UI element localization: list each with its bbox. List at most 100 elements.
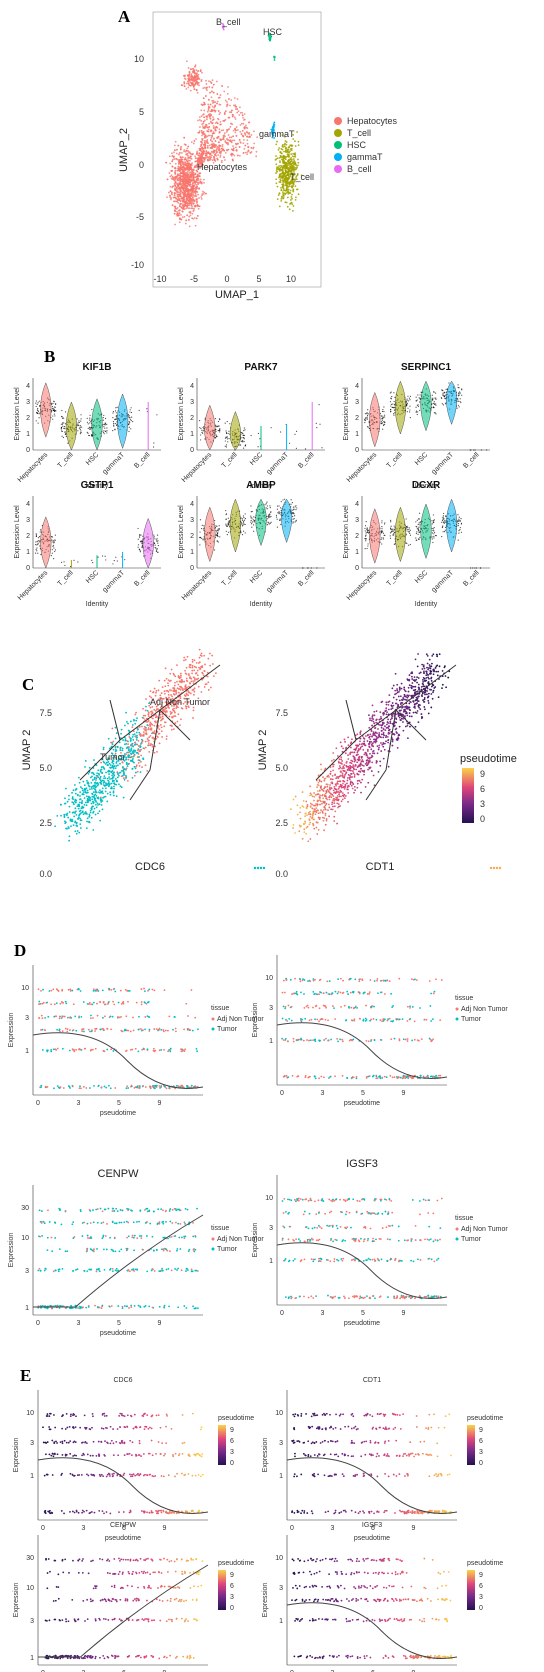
point-hepatocytes: [221, 85, 223, 87]
point-hepatocytes: [196, 91, 199, 94]
point-tcell: [287, 171, 289, 174]
violin-point: [381, 537, 383, 539]
point-hepatocytes: [197, 70, 200, 72]
violin-point: [200, 427, 202, 430]
point-hepatocytes: [181, 210, 184, 213]
point-hepatocytes: [183, 192, 186, 195]
point-hepatocytes: [173, 158, 176, 161]
violin-point: [89, 414, 91, 416]
trajectory-point: [134, 767, 137, 770]
violin-point: [52, 544, 55, 546]
point-hepatocytes: [226, 103, 229, 106]
violin-point: [214, 417, 217, 420]
violin-point: [51, 539, 53, 541]
violin-point: [406, 399, 408, 401]
point-tcell: [279, 154, 282, 157]
violin-point: [199, 544, 201, 546]
violin-point: [433, 520, 435, 522]
violin-point: [241, 534, 244, 536]
point-hepatocytes: [216, 145, 219, 148]
point-tcell: [282, 192, 285, 195]
point-hepatocytes: [219, 154, 222, 157]
violin-point: [383, 411, 385, 413]
violin-point: [226, 525, 228, 527]
point-hepatocytes: [198, 116, 201, 118]
violin-point: [295, 447, 297, 449]
point-hepatocytes: [199, 178, 202, 181]
point-hepatocytes: [185, 190, 188, 193]
violin-point: [443, 396, 446, 398]
violin-point: [304, 448, 307, 450]
violin-point: [53, 401, 55, 403]
violin-point: [217, 429, 219, 432]
point-hepatocytes: [186, 188, 188, 190]
violin-point: [380, 532, 382, 534]
umap-a-xtick: -10: [153, 274, 166, 284]
point-tcell: [281, 195, 283, 198]
violin-point: [393, 533, 395, 535]
point-hepatocytes: [201, 151, 203, 154]
point-tcell: [286, 205, 289, 208]
point-hepatocytes: [202, 126, 205, 129]
point-hepatocytes: [188, 71, 191, 74]
point-hsc: [273, 55, 276, 58]
violin-point: [116, 424, 118, 426]
violin-point: [363, 418, 366, 421]
violin-point: [441, 521, 443, 523]
violin-point: [444, 394, 446, 397]
violin-point: [225, 510, 227, 512]
violin-point: [216, 529, 219, 531]
point-tcell: [292, 158, 295, 160]
point-hepatocytes: [205, 192, 207, 195]
point-hepatocytes: [223, 159, 226, 161]
point-hepatocytes: [197, 179, 200, 181]
point-hepatocytes: [193, 187, 195, 190]
point-hepatocytes: [179, 162, 182, 165]
violin-point: [390, 408, 392, 411]
violin-point: [445, 515, 447, 518]
point-hepatocytes: [178, 221, 181, 224]
point-hepatocytes: [184, 178, 187, 181]
violin-point: [61, 435, 63, 437]
point-hepatocytes: [184, 182, 187, 185]
point-hepatocytes: [213, 158, 216, 161]
point-hepatocytes: [210, 143, 213, 146]
violin-point: [290, 503, 292, 505]
violin-point: [78, 421, 80, 424]
violin-point: [409, 395, 412, 397]
point-hepatocytes: [174, 167, 176, 170]
violin-point: [201, 524, 203, 526]
point-tcell: [297, 144, 300, 147]
point-hepatocytes: [208, 106, 210, 109]
violin-point: [444, 526, 447, 528]
point-hepatocytes: [174, 185, 177, 188]
violin-point: [157, 551, 159, 553]
violin-point: [225, 446, 228, 448]
point-hepatocytes: [181, 161, 184, 164]
point-hepatocytes: [183, 186, 186, 189]
violin-point: [457, 519, 459, 521]
violin-point: [35, 552, 37, 554]
point-tcell: [282, 195, 285, 197]
point-hepatocytes: [222, 134, 225, 137]
point-hepatocytes: [205, 95, 207, 97]
violin-point: [458, 516, 460, 518]
violin-point: [383, 421, 385, 423]
point-hepatocytes: [192, 169, 195, 171]
point-hepatocytes: [182, 176, 185, 179]
violin-point: [441, 526, 444, 529]
violin-xtick: gammaT: [102, 569, 127, 594]
point-hepatocytes: [183, 74, 185, 77]
point-hepatocytes: [199, 180, 202, 183]
point-tcell: [276, 157, 279, 160]
point-hepatocytes: [188, 79, 191, 82]
violin-ytick: 2: [355, 415, 359, 422]
point-hepatocytes: [255, 150, 258, 153]
point-hepatocytes: [188, 196, 191, 199]
point-tcell: [280, 186, 282, 189]
umap-a-ytick: -10: [131, 260, 144, 270]
violin-point: [416, 413, 418, 416]
violin-point: [199, 439, 202, 441]
point-hepatocytes: [243, 113, 246, 115]
point-tcell: [281, 169, 284, 171]
